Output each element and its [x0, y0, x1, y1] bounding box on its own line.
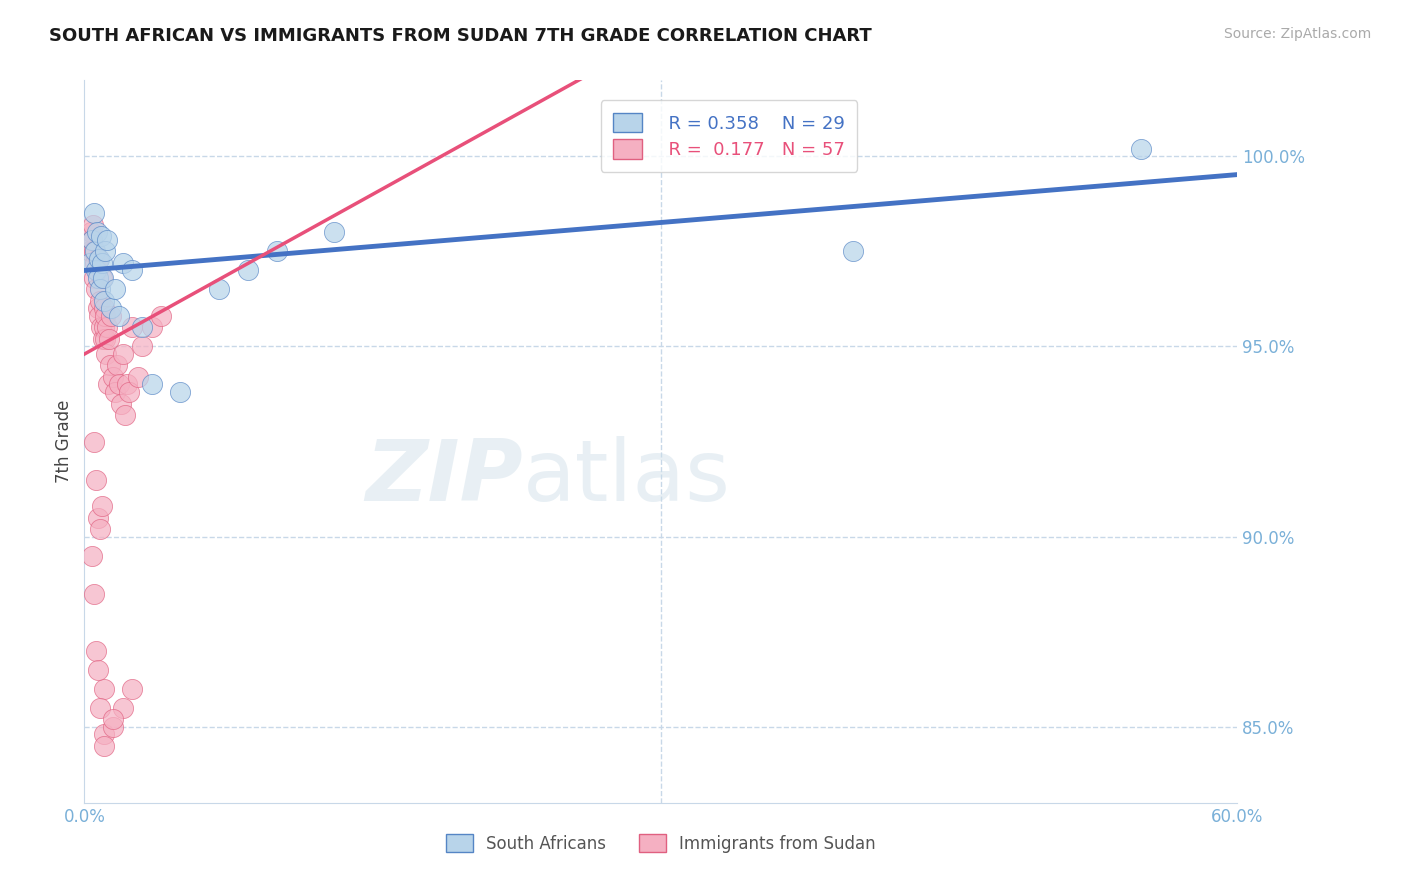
- Point: [83, 206, 105, 220]
- Y-axis label: 7th Grade: 7th Grade: [55, 400, 73, 483]
- Point: [121, 681, 143, 696]
- Point: [93, 681, 115, 696]
- Point: [103, 370, 124, 384]
- Point: [93, 320, 115, 334]
- Point: [87, 301, 110, 316]
- Point: [96, 320, 118, 334]
- Point: [87, 252, 110, 266]
- Point: [94, 244, 117, 259]
- Point: [96, 233, 118, 247]
- Point: [98, 359, 121, 373]
- Point: [87, 252, 110, 266]
- Point: [108, 309, 131, 323]
- Point: [90, 256, 112, 270]
- Point: [91, 271, 114, 285]
- Point: [110, 396, 132, 410]
- Point: [84, 643, 107, 657]
- Point: [86, 226, 108, 240]
- Point: [90, 499, 112, 513]
- Point: [93, 301, 115, 316]
- Point: [86, 263, 108, 277]
- Point: [83, 434, 105, 449]
- Point: [117, 385, 139, 400]
- Point: [100, 309, 122, 323]
- Point: [84, 244, 107, 259]
- Point: [121, 263, 143, 277]
- Point: [266, 244, 288, 259]
- Point: [84, 263, 107, 277]
- Point: [127, 370, 149, 384]
- Text: SOUTH AFRICAN VS IMMIGRANTS FROM SUDAN 7TH GRADE CORRELATION CHART: SOUTH AFRICAN VS IMMIGRANTS FROM SUDAN 7…: [49, 27, 872, 45]
- Point: [89, 522, 111, 536]
- Point: [236, 263, 259, 277]
- Point: [90, 320, 112, 334]
- Point: [87, 510, 110, 524]
- Point: [1130, 142, 1153, 156]
- Point: [103, 720, 124, 734]
- Point: [84, 282, 107, 296]
- Point: [98, 332, 121, 346]
- Point: [111, 700, 134, 714]
- Point: [83, 587, 105, 601]
- Point: [82, 218, 104, 232]
- Point: [93, 727, 115, 741]
- Point: [80, 233, 103, 247]
- Point: [103, 712, 124, 726]
- Point: [169, 385, 191, 400]
- Point: [115, 377, 138, 392]
- Point: [96, 347, 118, 361]
- Point: [105, 359, 128, 373]
- Point: [87, 663, 110, 677]
- Point: [141, 320, 163, 334]
- Point: [80, 549, 103, 563]
- Point: [80, 226, 103, 240]
- Point: [131, 320, 153, 334]
- Point: [111, 256, 134, 270]
- Point: [90, 271, 112, 285]
- Point: [89, 282, 111, 296]
- Point: [83, 271, 105, 285]
- Point: [89, 700, 111, 714]
- Point: [90, 229, 112, 244]
- Point: [87, 271, 110, 285]
- Point: [87, 309, 110, 323]
- Point: [83, 244, 105, 259]
- Point: [84, 473, 107, 487]
- Point: [84, 256, 107, 270]
- Point: [104, 385, 127, 400]
- Point: [94, 332, 117, 346]
- Point: [323, 226, 346, 240]
- Point: [80, 233, 103, 247]
- Point: [114, 408, 136, 422]
- Point: [79, 256, 101, 270]
- Point: [121, 320, 143, 334]
- Point: [93, 309, 115, 323]
- Point: [100, 301, 122, 316]
- Point: [97, 377, 120, 392]
- Point: [150, 309, 173, 323]
- Point: [104, 282, 127, 296]
- Point: [141, 377, 163, 392]
- Text: atlas: atlas: [523, 436, 731, 519]
- Point: [79, 244, 101, 259]
- Point: [111, 347, 134, 361]
- Point: [208, 282, 231, 296]
- Point: [93, 293, 115, 308]
- Point: [131, 339, 153, 353]
- Point: [91, 332, 114, 346]
- Point: [89, 293, 111, 308]
- Text: ZIP: ZIP: [364, 436, 523, 519]
- Point: [93, 739, 115, 753]
- Text: Source: ZipAtlas.com: Source: ZipAtlas.com: [1223, 27, 1371, 41]
- Point: [108, 377, 131, 392]
- Legend: South Africans, Immigrants from Sudan: South Africans, Immigrants from Sudan: [439, 828, 883, 860]
- Point: [842, 244, 865, 259]
